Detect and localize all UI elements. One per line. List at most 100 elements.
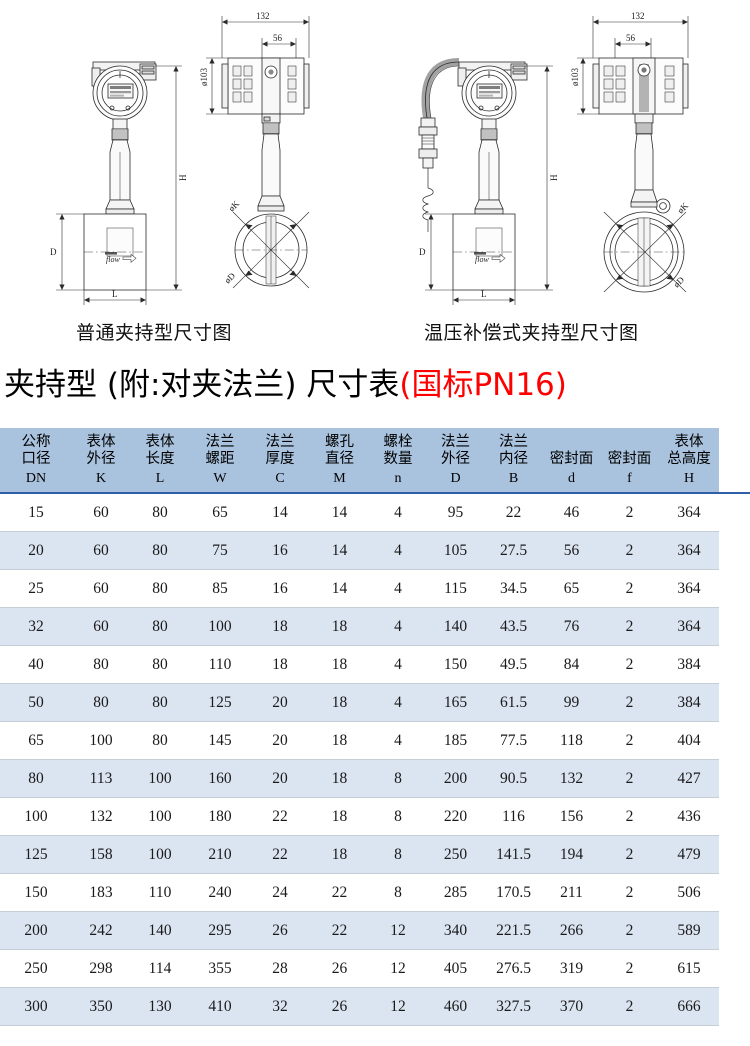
table-cell-C: 18 (250, 607, 310, 646)
page-title-main: 夹持型 (附:对夹法兰) 尺寸表 (4, 367, 400, 403)
table-row: 125 158 100 210 22 18 8 250 141.5 194 2 479 (0, 835, 750, 874)
table-cell-W: 75 (190, 531, 250, 570)
table-header-cell-K: 表体 外径 K (72, 428, 130, 493)
table-header-cell-W: 法兰 螺距 W (190, 428, 250, 493)
table-cell-W: 145 (190, 721, 250, 760)
table-cell-d: 211 (543, 873, 600, 912)
table-cell-H: 436 (659, 797, 719, 836)
table-cell-C: 16 (250, 531, 310, 570)
table-cell-n: 4 (369, 607, 427, 646)
caption-temp-pressure-compensated: 温压补偿式夹持型尺寸图 (424, 322, 639, 344)
table-cell-H: 364 (659, 607, 719, 646)
header-line2: 螺距 (205, 451, 235, 467)
table-cell-M: 18 (310, 759, 369, 798)
table-header-cell-D: 法兰 外径 D (427, 428, 484, 493)
table-row: 65 100 80 145 20 18 4 185 77.5 118 2 404 (0, 721, 750, 760)
table-cell-d: 118 (543, 721, 600, 760)
table-cell-d: 99 (543, 683, 600, 722)
dim-label-width-132-right: 132 (631, 11, 645, 21)
table-cell-C: 20 (250, 759, 310, 798)
table-cell-B: 116 (484, 797, 543, 836)
header-symbol: f (627, 471, 632, 486)
table-cell-B: 90.5 (484, 759, 543, 798)
table-cell-W: 410 (190, 987, 250, 1026)
dim-label-width-56-right: 56 (626, 33, 636, 43)
header-line1: 表体 (86, 434, 116, 450)
table-cell-B: 327.5 (484, 987, 543, 1026)
table-cell-D: 95 (427, 492, 484, 532)
table-cell-K: 80 (72, 683, 130, 722)
header-symbol: DN (25, 471, 47, 486)
table-cell-W: 180 (190, 797, 250, 836)
table-cell-n: 12 (369, 911, 427, 950)
table-cell-L: 80 (130, 492, 190, 532)
table-row: 100 132 100 180 22 18 8 220 116 156 2 436 (0, 797, 750, 836)
table-cell-D: 460 (427, 987, 484, 1026)
caption-standard-clamp: 普通夹持型尺寸图 (76, 322, 233, 344)
table-cell-M: 14 (310, 531, 369, 570)
table-cell-L: 100 (130, 835, 190, 874)
header-symbol: K (95, 471, 107, 486)
table-cell-D: 250 (427, 835, 484, 874)
table-cell-H: 404 (659, 721, 719, 760)
table-cell-H: 506 (659, 873, 719, 912)
table-cell-L: 80 (130, 645, 190, 684)
table-cell-M: 18 (310, 797, 369, 836)
table-row: 200 242 140 295 26 22 12 340 221.5 266 2 589 (0, 911, 750, 950)
table-cell-K: 132 (72, 797, 130, 836)
table-row: 250 298 114 355 28 26 12 405 276.5 319 2 615 (0, 949, 750, 988)
table-cell-K: 158 (72, 835, 130, 874)
table-cell-M: 18 (310, 645, 369, 684)
table-cell-D: 185 (427, 721, 484, 760)
dim-label-body-l-left: L (112, 289, 118, 299)
table-row: 300 350 130 410 32 26 12 460 327.5 370 2 666 (0, 987, 750, 1026)
table-cell-DN: 80 (0, 759, 72, 798)
table-cell-B: 61.5 (484, 683, 543, 722)
header-line2: 密封面 (549, 451, 594, 467)
table-row: 15 60 80 65 14 14 4 95 22 46 2 364 (0, 492, 750, 532)
diagram-standard-clamp: flow D (0, 0, 375, 318)
table-cell-d: 56 (543, 531, 600, 570)
table-cell-W: 125 (190, 683, 250, 722)
header-line1: 法兰 (205, 434, 235, 450)
table-cell-L: 110 (130, 873, 190, 912)
dim-label-diameter-103-right: ø103 (570, 68, 580, 87)
table-cell-n: 8 (369, 797, 427, 836)
table-cell-D: 340 (427, 911, 484, 950)
table-cell-L: 100 (130, 797, 190, 836)
table-cell-f: 2 (600, 911, 659, 950)
dim-label-width-132-left: 132 (256, 11, 270, 21)
table-cell-D: 285 (427, 873, 484, 912)
header-line2: 外径 (86, 451, 116, 467)
table-cell-H: 364 (659, 531, 719, 570)
table-cell-K: 100 (72, 721, 130, 760)
table-cell-B: 170.5 (484, 873, 543, 912)
table-cell-B: 27.5 (484, 531, 543, 570)
header-symbol: H (683, 471, 695, 486)
table-cell-H: 384 (659, 683, 719, 722)
table-cell-n: 4 (369, 683, 427, 722)
header-line1: 公称 (21, 434, 51, 450)
table-cell-C: 18 (250, 645, 310, 684)
table-cell-DN: 40 (0, 645, 72, 684)
table-cell-d: 194 (543, 835, 600, 874)
table-cell-f: 2 (600, 797, 659, 836)
table-cell-L: 80 (130, 683, 190, 722)
table-cell-H: 666 (659, 987, 719, 1026)
table-cell-n: 4 (369, 492, 427, 532)
table-cell-M: 26 (310, 987, 369, 1026)
table-cell-L: 114 (130, 949, 190, 988)
table-header-cell-n: 螺栓 数量 n (369, 428, 427, 493)
table-cell-DN: 25 (0, 569, 72, 608)
table-cell-K: 242 (72, 911, 130, 950)
table-cell-K: 350 (72, 987, 130, 1026)
table-cell-d: 84 (543, 645, 600, 684)
table-cell-f: 2 (600, 569, 659, 608)
table-cell-f: 2 (600, 607, 659, 646)
table-cell-DN: 15 (0, 492, 72, 532)
table-cell-H: 427 (659, 759, 719, 798)
table-cell-L: 140 (130, 911, 190, 950)
header-line1: 螺孔 (325, 434, 354, 450)
dim-label-body-l-right: L (481, 289, 487, 299)
table-cell-L: 130 (130, 987, 190, 1026)
